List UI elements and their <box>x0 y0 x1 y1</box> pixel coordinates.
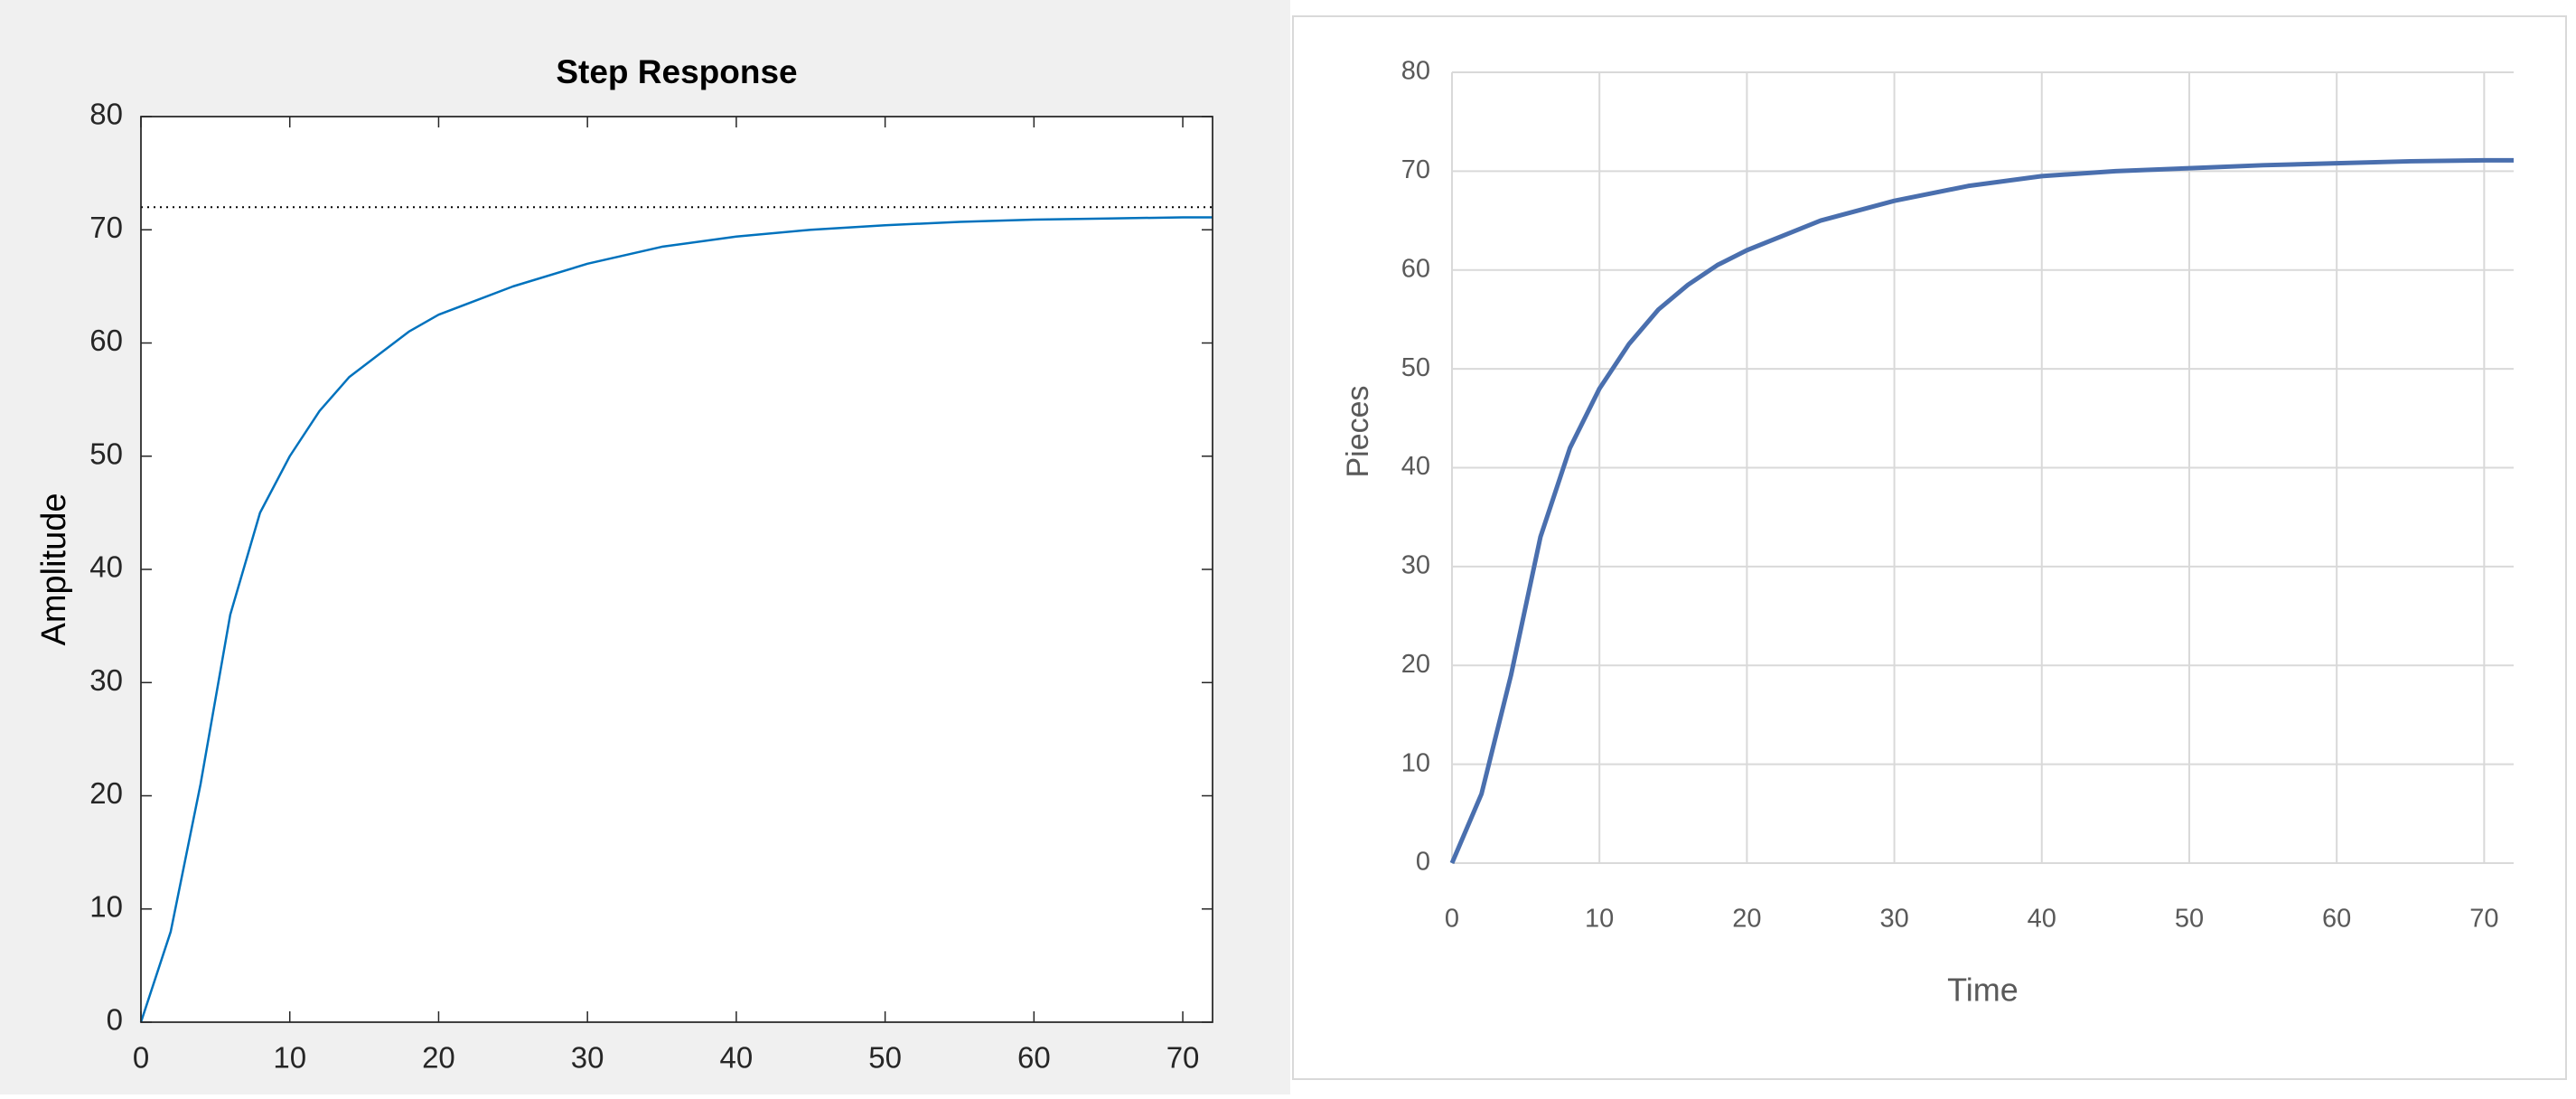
y-tick-label: 80 <box>89 98 123 131</box>
y-tick-label: 70 <box>89 211 123 244</box>
y-tick-label: 50 <box>1401 353 1430 382</box>
x-tick-label: 10 <box>273 1041 306 1075</box>
right-panel <box>1292 15 2567 1080</box>
x-tick-label: 50 <box>2175 905 2204 934</box>
x-tick-label: 70 <box>1166 1041 1200 1075</box>
x-tick-label: 30 <box>571 1041 604 1075</box>
x-tick-label: 0 <box>1445 905 1459 934</box>
y-tick-label: 60 <box>89 324 123 357</box>
y-tick-label: 20 <box>1401 650 1430 679</box>
x-tick-label: 20 <box>1732 905 1761 934</box>
y-axis-label: Pieces <box>1341 385 1375 477</box>
y-tick-label: 40 <box>1401 452 1430 481</box>
y-tick-label: 30 <box>1401 551 1430 580</box>
y-tick-label: 10 <box>1401 748 1430 777</box>
data-line <box>1449 157 2514 864</box>
x-tick-label: 40 <box>2028 905 2056 934</box>
x-tick-label: 40 <box>720 1041 754 1075</box>
y-tick-label: 60 <box>1401 254 1430 283</box>
x-tick-label: 60 <box>2322 905 2351 934</box>
data-line <box>139 216 1213 1023</box>
x-tick-label: 60 <box>1017 1041 1051 1075</box>
plot-frame <box>140 116 1213 1023</box>
y-tick-label: 0 <box>107 1003 123 1037</box>
y-tick-label: 70 <box>1401 155 1430 184</box>
plot-area <box>140 116 1213 1023</box>
x-tick-label: 70 <box>2469 905 2498 934</box>
chart-title: Step Response <box>556 53 797 90</box>
y-tick-label: 80 <box>1401 57 1430 86</box>
x-tick-label: 30 <box>1879 905 1908 934</box>
y-tick-label: 0 <box>1416 848 1430 877</box>
x-tick-label: 10 <box>1585 905 1614 934</box>
y-axis-label: Amplitude <box>35 493 73 646</box>
x-tick-label: 50 <box>868 1041 902 1075</box>
x-axis-label: Time <box>1947 972 2019 1009</box>
y-tick-label: 20 <box>89 776 123 810</box>
y-tick-label: 10 <box>89 889 123 923</box>
y-tick-label: 50 <box>89 437 123 470</box>
x-tick-label: 0 <box>133 1041 149 1075</box>
y-tick-label: 30 <box>89 663 123 697</box>
y-tick-label: 40 <box>89 550 123 584</box>
x-tick-label: 20 <box>422 1041 455 1075</box>
